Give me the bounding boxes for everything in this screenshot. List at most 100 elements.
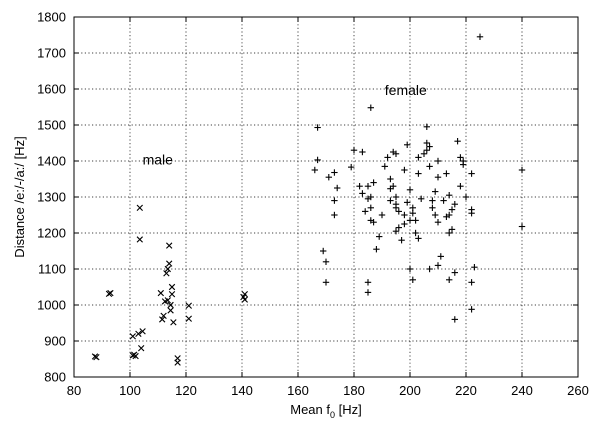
x-tick-label: 200 — [399, 383, 421, 398]
female-point-marker — [463, 194, 469, 200]
x-axis-title: Mean f0 [Hz] — [290, 402, 362, 420]
y-tick-label: 1400 — [37, 154, 66, 169]
male-point-marker — [130, 334, 136, 340]
female-point-marker — [468, 210, 474, 216]
male-point-marker — [166, 261, 172, 267]
female-point-marker — [429, 205, 435, 211]
female-point-marker — [471, 264, 477, 270]
y-tick-label: 1600 — [37, 82, 66, 97]
female-point-marker — [424, 147, 430, 153]
female-point-marker — [384, 154, 390, 160]
female-point-marker — [365, 279, 371, 285]
female-point-marker — [393, 194, 399, 200]
y-tick-label: 900 — [44, 334, 66, 349]
female-point-marker — [457, 183, 463, 189]
female-point-marker — [468, 170, 474, 176]
female-point-marker — [446, 192, 452, 198]
female-point-marker — [454, 138, 460, 144]
female-point-marker — [452, 316, 458, 322]
female-point-marker — [379, 212, 385, 218]
female-point-marker — [396, 208, 402, 214]
female-point-marker — [370, 179, 376, 185]
female-point-marker — [446, 277, 452, 283]
y-tick-label: 1000 — [37, 298, 66, 313]
female-point-marker — [426, 163, 432, 169]
female-point-marker — [477, 34, 483, 40]
male-point-marker — [186, 316, 192, 322]
female-point-marker — [348, 164, 354, 170]
x-tick-label: 80 — [67, 383, 81, 398]
female-point-marker — [435, 262, 441, 268]
male-point-marker — [168, 308, 174, 314]
female-point-marker — [398, 237, 404, 243]
female-point-marker — [404, 142, 410, 148]
female-point-marker — [446, 230, 452, 236]
female-point-marker — [323, 259, 329, 265]
female-point-marker — [401, 221, 407, 227]
male-point-marker — [137, 237, 143, 243]
female-point-marker — [359, 149, 365, 155]
female-point-marker — [429, 197, 435, 203]
female-point-marker — [404, 199, 410, 205]
female-point-marker — [415, 235, 421, 241]
female-point-marker — [376, 233, 382, 239]
female-point-marker — [407, 217, 413, 223]
male-point-marker — [137, 205, 143, 211]
y-tick-label: 1300 — [37, 190, 66, 205]
female-point-marker — [334, 185, 340, 191]
x-tick-label: 220 — [455, 383, 477, 398]
female-point-marker — [331, 212, 337, 218]
female-point-marker — [359, 190, 365, 196]
female-point-marker — [468, 279, 474, 285]
x-axis-title-unit: [Hz] — [335, 402, 362, 417]
female-point-marker — [415, 154, 421, 160]
grid-lines — [74, 17, 578, 377]
male-point-marker — [169, 291, 175, 297]
female-point-marker — [331, 197, 337, 203]
female-point-marker — [449, 226, 455, 232]
female-point-marker — [396, 224, 402, 230]
female-point-marker — [438, 253, 444, 259]
female-point-marker — [387, 197, 393, 203]
x-axis-title-main: Mean f — [290, 402, 330, 417]
x-tick-label: 180 — [343, 383, 365, 398]
female-point-marker — [365, 183, 371, 189]
male-point-marker — [166, 243, 172, 249]
y-tick-label: 800 — [44, 370, 66, 385]
male-point-marker — [164, 271, 170, 277]
male-point-marker — [158, 290, 164, 296]
data-points — [92, 34, 525, 366]
female-point-marker — [373, 246, 379, 252]
female-point-marker — [440, 197, 446, 203]
female-point-marker — [415, 170, 421, 176]
female-point-marker — [323, 279, 329, 285]
male-point-marker — [169, 284, 175, 290]
male-point-marker — [186, 303, 192, 309]
annotation-female: female — [385, 82, 427, 98]
female-point-marker — [435, 219, 441, 225]
female-point-marker — [424, 140, 430, 146]
female-point-marker — [401, 167, 407, 173]
female-point-marker — [457, 154, 463, 160]
female-point-marker — [368, 205, 374, 211]
y-tick-label: 1700 — [37, 46, 66, 61]
female-point-marker — [424, 124, 430, 130]
y-tick-label: 1100 — [38, 262, 66, 277]
female-point-marker — [368, 105, 374, 111]
female-point-marker — [393, 205, 399, 211]
x-tick-label: 100 — [119, 383, 141, 398]
female-point-marker — [382, 163, 388, 169]
female-point-marker — [519, 167, 525, 173]
female-point-marker — [356, 183, 362, 189]
x-tick-label: 260 — [567, 383, 589, 398]
y-axis-title: Distance /e:/-/a:/ [Hz] — [12, 136, 27, 257]
y-tick-label: 1500 — [37, 118, 66, 133]
male-point-marker — [165, 266, 171, 272]
female-point-marker — [443, 170, 449, 176]
female-point-marker — [362, 208, 368, 214]
female-point-marker — [351, 147, 357, 153]
female-point-marker — [418, 196, 424, 202]
female-point-marker — [365, 289, 371, 295]
female-point-marker — [421, 151, 427, 157]
